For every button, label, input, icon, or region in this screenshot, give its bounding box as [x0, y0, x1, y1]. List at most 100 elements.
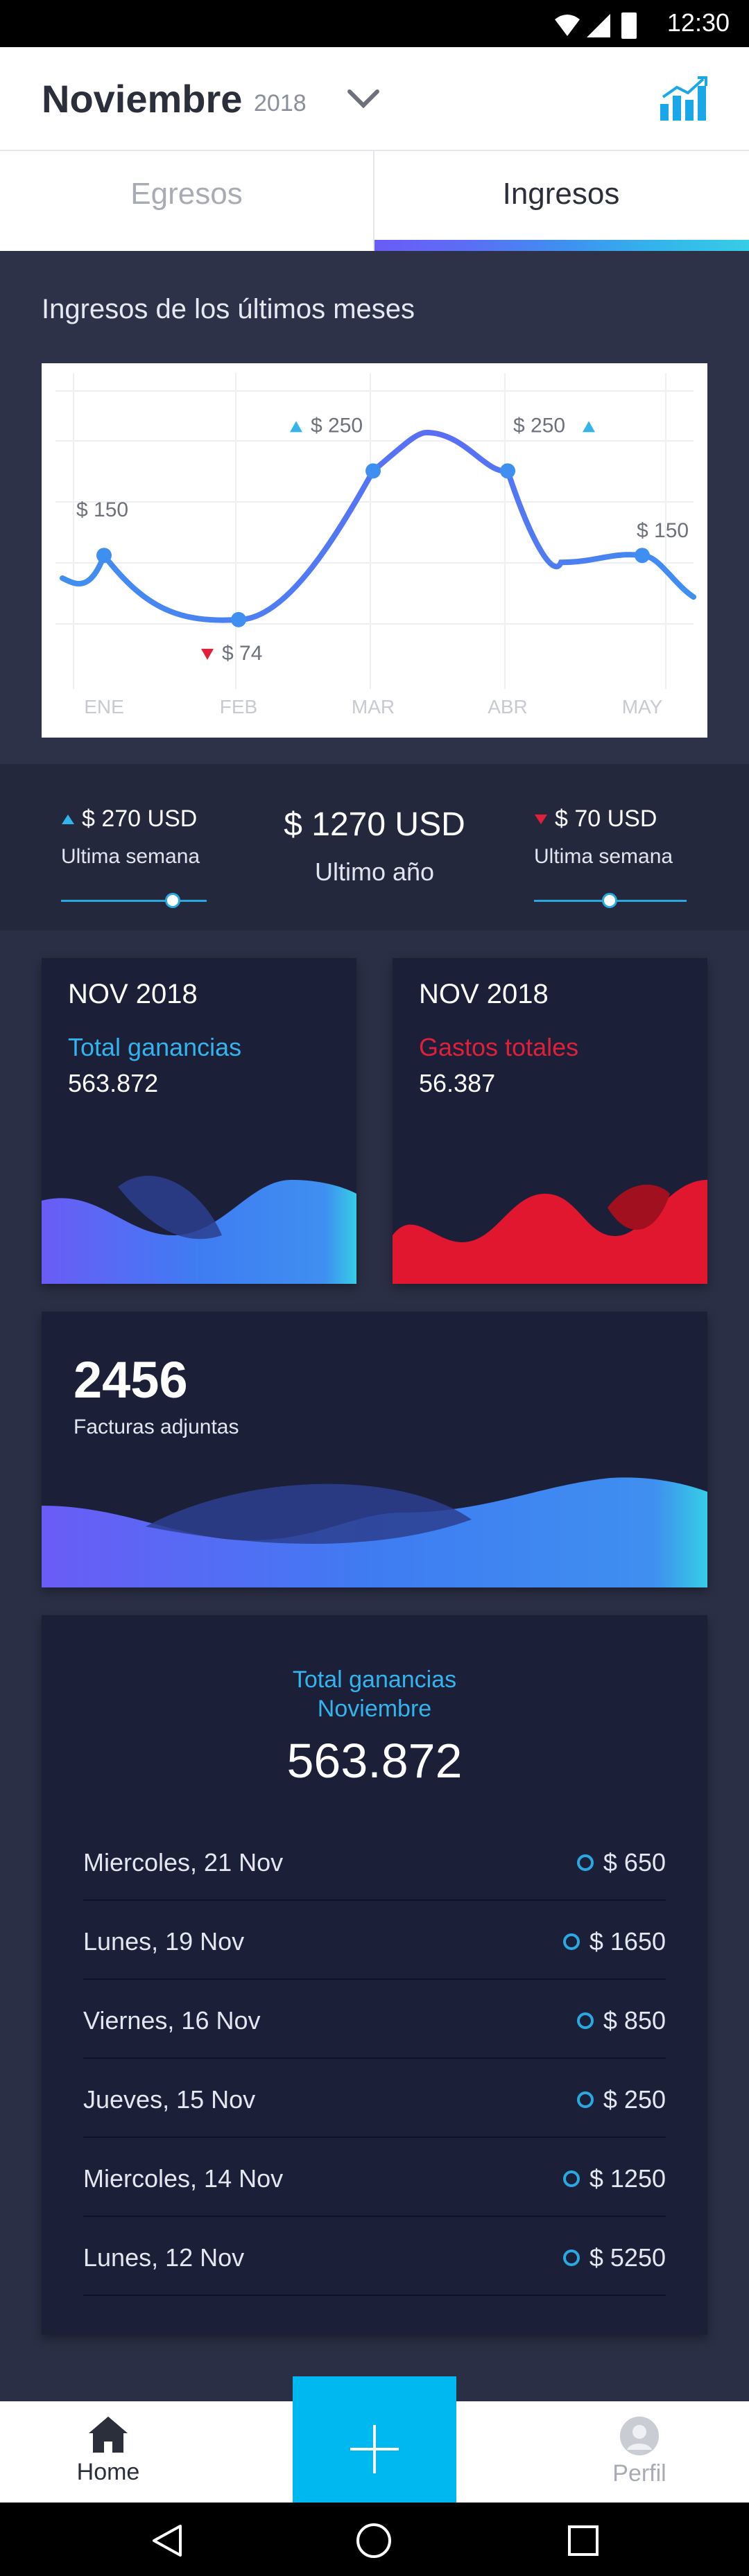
row-date: Viernes, 16 Nov	[83, 2006, 261, 2035]
home-circle-icon[interactable]	[355, 2522, 393, 2559]
data-label: $ 74	[222, 642, 262, 665]
stat-last-week-up: $ 270 USD Ultima semana	[61, 806, 227, 869]
chart-title: Ingresos de los últimos meses	[42, 294, 415, 324]
data-label: $ 250	[513, 414, 565, 437]
earnings-card[interactable]: NOV 2018 Total ganancias 563.872	[42, 958, 356, 1284]
stat-label: Ultima semana	[61, 845, 200, 868]
invoices-wave	[42, 1477, 707, 1587]
slider-knob-left[interactable]	[165, 893, 180, 908]
tab-egresos[interactable]: Egresos	[0, 151, 374, 251]
list-item[interactable]: Miercoles, 14 Nov $ 1250	[83, 2138, 666, 2217]
recents-icon[interactable]	[567, 2525, 599, 2557]
invoices-card[interactable]: 2456 Facturas adjuntas	[42, 1312, 707, 1587]
status-dot-icon	[562, 1933, 580, 1950]
active-tab-indicator	[374, 240, 749, 251]
tab-ingresos[interactable]: Ingresos	[502, 177, 620, 211]
row-date: Miercoles, 14 Nov	[83, 2164, 284, 2193]
stat-last-week-down: $ 70 USD Ultima semana	[534, 806, 700, 869]
data-point	[500, 463, 515, 479]
wifi-icon	[555, 15, 580, 36]
year-label: 2018	[254, 90, 307, 116]
row-amount: $ 1650	[589, 1927, 666, 1956]
stat-label: Ultimo año	[314, 858, 435, 886]
expenses-card[interactable]: NOV 2018 Gastos totales 56.387	[393, 958, 707, 1284]
month-label: Noviembre	[42, 77, 243, 121]
list-item[interactable]: Miercoles, 21 Nov $ 650	[83, 1822, 666, 1901]
list-item[interactable]: Lunes, 19 Nov $ 1650	[83, 1901, 666, 1980]
nav-profile-label: Perfil	[612, 2460, 666, 2487]
add-button[interactable]	[293, 2376, 456, 2504]
status-time: 12:30	[666, 8, 730, 37]
earnings-wave	[42, 1176, 356, 1284]
status-bar: 12:30	[0, 0, 749, 47]
row-amount: $ 250	[603, 2085, 666, 2114]
back-icon[interactable]	[151, 2523, 183, 2558]
status-dot-icon	[576, 1854, 594, 1871]
status-dot-icon	[576, 2012, 594, 2029]
list-item[interactable]: Lunes, 12 Nov $ 5250	[83, 2217, 666, 2296]
data-point	[231, 611, 246, 627]
card-value: 563.872	[68, 1069, 159, 1097]
invoice-label: Facturas adjuntas	[74, 1416, 239, 1438]
row-amount: $ 650	[603, 1848, 666, 1877]
series-line	[60, 429, 696, 623]
x-tick-label: ENE	[84, 696, 124, 717]
data-point	[96, 548, 112, 564]
row-amount: $ 5250	[589, 2243, 666, 2272]
stat-value: $ 1270 USD	[284, 806, 465, 843]
nav-home-label: Home	[76, 2459, 140, 2485]
row-date: Lunes, 19 Nov	[83, 1927, 245, 1956]
card-title: NOV 2018	[68, 979, 198, 1009]
row-date: Miercoles, 21 Nov	[83, 1848, 284, 1877]
data-point	[635, 548, 650, 564]
x-tick-label: MAR	[352, 696, 395, 717]
stats-strip: $ 270 USD Ultima semana $ 1270 USD Ultim…	[0, 764, 749, 930]
status-dot-icon	[562, 2249, 580, 2266]
nav-home[interactable]: Home	[69, 2415, 147, 2486]
summary-card: Total ganancias Noviembre 563.872 Mierco…	[42, 1615, 707, 2335]
status-dot-icon	[562, 2170, 580, 2187]
x-tick-label: MAY	[622, 696, 663, 717]
signal-icons	[555, 12, 637, 39]
x-tick-label: ABR	[488, 696, 528, 717]
bar-chart-icon[interactable]	[659, 76, 709, 122]
income-chart-section: Ingresos de los últimos meses $ 150 $ 74 $…	[0, 251, 749, 764]
row-amount: $ 850	[603, 2006, 666, 2035]
expenses-wave	[393, 1180, 707, 1284]
signal-icon	[587, 14, 610, 37]
avatar-icon	[620, 2417, 659, 2455]
chart-card: $ 150 $ 74 $ 250 $ 250 $ 150 ENE FEB MAR ABR MAY	[42, 363, 707, 738]
summary-subtitle: Noviembre	[317, 1696, 432, 1722]
nav-profile[interactable]: Perfil	[601, 2415, 678, 2487]
list-item[interactable]: Jueves, 15 Nov $ 250	[83, 2059, 666, 2138]
row-amount: $ 1250	[589, 2164, 666, 2193]
up-arrow-icon	[583, 421, 595, 433]
row-date: Lunes, 12 Nov	[83, 2243, 245, 2272]
down-arrow-icon	[201, 648, 214, 660]
chevron-down-icon[interactable]	[347, 89, 380, 110]
slider-knob-right[interactable]	[602, 893, 617, 908]
system-nav-bar	[0, 2503, 749, 2576]
stat-label: Ultima semana	[534, 845, 673, 868]
card-label: Total ganancias	[68, 1033, 242, 1061]
stat-last-year: $ 1270 USD Ultimo año	[236, 806, 513, 887]
income-line-chart[interactable]: $ 150 $ 74 $ 250 $ 250 $ 150 ENE FEB MAR ABR MAY	[42, 363, 707, 738]
data-label: $ 150	[637, 519, 689, 542]
card-label: Gastos totales	[419, 1033, 579, 1061]
row-date: Jueves, 15 Nov	[83, 2085, 256, 2114]
status-dot-icon	[576, 2091, 594, 2108]
plus-icon	[350, 2425, 399, 2473]
data-label: $ 250	[311, 414, 363, 437]
summary-title: Total ganancias	[292, 1666, 457, 1693]
tab-bar: Egresos Ingresos	[0, 150, 749, 252]
x-tick-label: FEB	[220, 696, 257, 717]
data-point	[365, 463, 381, 479]
invoice-count: 2456	[74, 1351, 188, 1409]
stat-value: $ 270 USD	[82, 806, 198, 832]
summary-total: 563.872	[286, 1734, 463, 1788]
home-icon	[89, 2417, 128, 2453]
app-header: Noviembre 2018	[0, 47, 749, 150]
list-item[interactable]: Viernes, 16 Nov $ 850	[83, 1980, 666, 2059]
stat-value: $ 70 USD	[555, 806, 657, 832]
slider-track-left	[61, 900, 207, 902]
